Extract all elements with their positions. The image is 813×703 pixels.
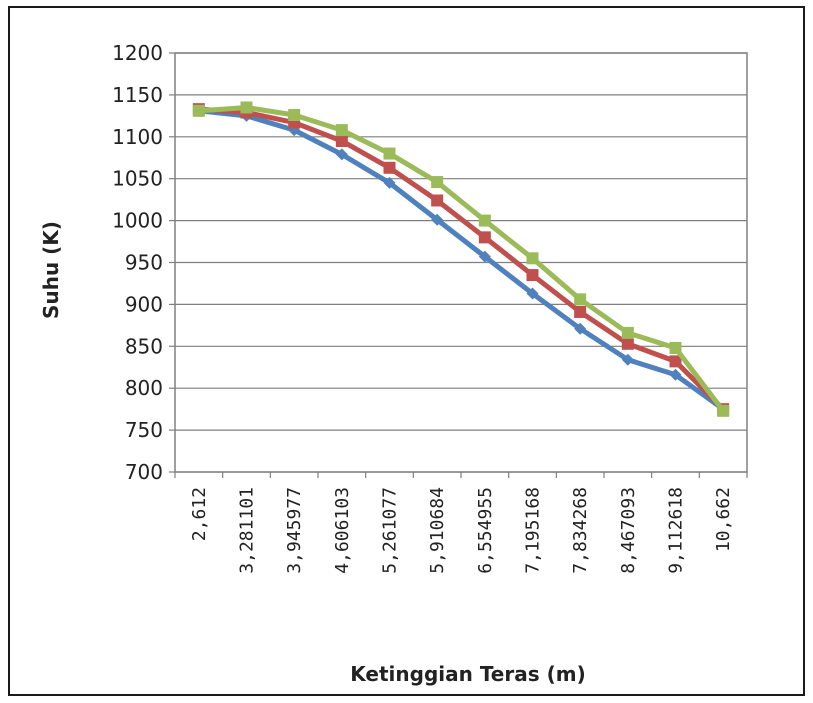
x-tick-label: 4,606103	[332, 487, 353, 574]
x-tick-label: 5,910684	[427, 487, 448, 574]
data-point	[574, 305, 587, 318]
data-point	[431, 213, 444, 226]
data-point	[621, 326, 634, 339]
data-point	[240, 101, 253, 114]
data-point	[192, 104, 205, 117]
y-axis-label: Suhu (K)	[39, 221, 63, 319]
data-point	[669, 355, 682, 368]
plot-area	[174, 52, 748, 473]
x-tick-label: 10,662	[713, 487, 734, 552]
x-axis-label: Ketinggian Teras (m)	[350, 662, 585, 686]
series-3	[192, 101, 730, 417]
y-tick-label: 1000	[112, 209, 163, 233]
series-1	[192, 104, 730, 416]
data-point	[574, 293, 587, 306]
data-point	[431, 176, 444, 189]
y-tick-label: 1050	[112, 167, 163, 191]
line-chart: 700 750 800 850 900 950 1000 1050 1100 1150 1200 2…	[39, 41, 748, 686]
x-tick-label: 7,834268	[570, 487, 591, 574]
y-tick-label: 950	[125, 251, 163, 275]
x-tick-label: 5,261077	[380, 487, 401, 574]
data-point	[621, 353, 634, 366]
data-point	[478, 214, 491, 227]
data-point	[621, 337, 634, 350]
series-line	[196, 104, 726, 414]
y-tick-label: 1100	[112, 125, 163, 149]
y-tick-label: 850	[125, 334, 163, 358]
x-tick-label: 7,195168	[523, 487, 544, 574]
data-point	[335, 134, 348, 147]
y-tick-label: 1200	[112, 41, 163, 65]
chart-frame: 700 750 800 850 900 950 1000 1050 1100 1150 1200 2…	[8, 6, 805, 696]
data-point	[335, 124, 348, 137]
data-point	[574, 322, 587, 335]
data-point	[717, 404, 730, 417]
x-tick-label: 2,612	[189, 487, 210, 541]
data-point	[478, 250, 491, 263]
x-tick-label: 8,467093	[618, 487, 639, 574]
series-line	[196, 106, 726, 412]
data-point	[335, 148, 348, 161]
series-line	[196, 108, 726, 412]
data-point	[669, 341, 682, 354]
x-tick-label: 3,281101	[237, 487, 258, 574]
y-tick-label: 900	[125, 292, 163, 316]
x-tick-label: 6,554955	[475, 487, 496, 574]
data-point	[478, 231, 491, 244]
data-point	[431, 194, 444, 207]
data-point	[383, 176, 396, 189]
data-point	[383, 147, 396, 160]
data-point	[288, 109, 301, 122]
y-tick-label: 800	[125, 376, 163, 400]
x-tick-labels: 2,612 3,281101 3,945977 4,606103 5,261077 5,9…	[189, 487, 734, 574]
data-point	[526, 252, 539, 265]
y-tick-label: 1150	[112, 83, 163, 107]
data-point	[526, 287, 539, 300]
series-group	[192, 101, 730, 417]
y-tick-labels: 700 750 800 850 900 950 1000 1050 1100 1150 1200	[112, 41, 163, 484]
y-tick-label: 700	[125, 460, 163, 484]
x-tick-label: 9,112618	[666, 487, 687, 574]
x-tick-label: 3,945977	[284, 487, 305, 574]
data-point	[669, 368, 682, 381]
y-tick-label: 750	[125, 418, 163, 442]
data-point	[526, 269, 539, 282]
data-point	[383, 161, 396, 174]
